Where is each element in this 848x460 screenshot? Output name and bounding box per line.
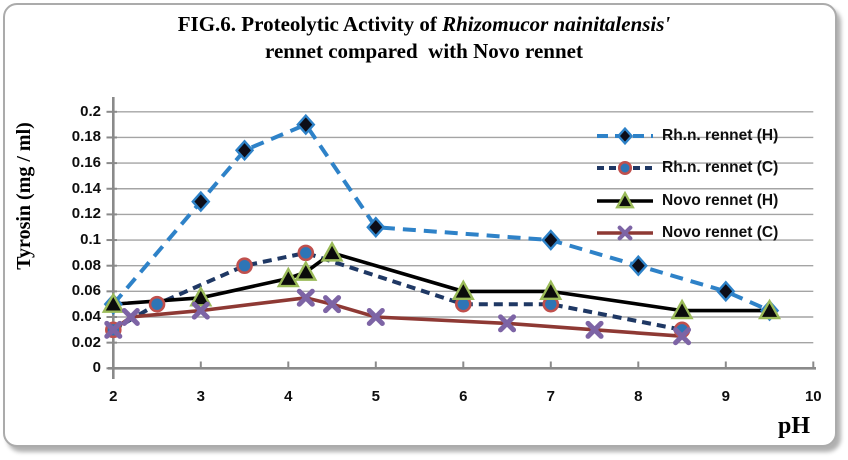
x-tick-label: 7 [546, 388, 555, 405]
series-markers-novo-rennet-h [101, 240, 782, 320]
series-line-rh-n-rennet-h [111, 122, 771, 313]
y-tick-label: 0.2 [80, 102, 101, 120]
y-tick-label: 0.02 [71, 333, 101, 351]
chart-title-line-1: FIG.6. Proteolytic Activity of Rhizomuco… [0, 11, 848, 38]
chart-title-species-italic: Rhizomucor nainitalensis' [442, 12, 671, 36]
x-tick-label: 8 [634, 388, 643, 405]
y-tick-label: 0.1 [80, 231, 101, 249]
y-tick-label: 0 [92, 359, 101, 377]
legend-label-rh-n-rennet-c: Rh.n. rennet (C) [662, 159, 779, 176]
chart-title: FIG.6. Proteolytic Activity of Rhizomuco… [0, 11, 848, 65]
x-tick-label: 4 [284, 388, 293, 405]
chart-frame [3, 3, 837, 447]
legend-sample-rh-n-rennet-h [597, 126, 653, 146]
legend-label-novo-rennet-h: Novo rennet (H) [662, 192, 779, 209]
legend-label-rh-n-rennet-h: Rh.n. rennet (H) [662, 127, 779, 144]
x-axis-title: pH [778, 413, 811, 439]
chart-title-line-2: rennet compared with Novo rennet [265, 39, 583, 63]
series-markers-novo-rennet-c [104, 288, 692, 346]
x-tick-label: 9 [721, 388, 730, 405]
y-tick-label: 0.18 [71, 128, 101, 146]
y-tick-label: 0.08 [71, 256, 101, 274]
x-tick-label: 3 [196, 388, 205, 405]
x-tick-label: 10 [804, 388, 822, 405]
chart-title-prefix: FIG.6. Proteolytic Activity of [177, 12, 443, 36]
gridlines [113, 111, 814, 344]
legend-item-novo-rennet-c: Novo rennet (C) [596, 222, 778, 244]
legend-sample-novo-rennet-h [597, 190, 653, 209]
y-tick-label: 0.06 [71, 282, 101, 300]
x-tick-label: 5 [371, 388, 380, 405]
y-tick-label: 0.12 [71, 205, 101, 223]
x-tick-label: 6 [459, 388, 468, 405]
legend-item-rh-n-rennet-c: Rh.n. rennet (C) [596, 157, 778, 179]
legend-sample-rh-n-rennet-c [597, 160, 653, 176]
y-tick-label: 0.16 [71, 154, 101, 172]
x-tick-label: 2 [109, 388, 118, 405]
y-tick-label: 0.04 [71, 308, 101, 325]
legend-sample-novo-rennet-c [597, 225, 653, 241]
legend-item-novo-rennet-h: Novo rennet (H) [596, 190, 778, 212]
legend-label-novo-rennet-c: Novo rennet (C) [662, 224, 779, 241]
y-tick-label: 0.14 [71, 179, 101, 197]
legend-item-rh-n-rennet-h: Rh.n. rennet (H) [596, 125, 778, 147]
